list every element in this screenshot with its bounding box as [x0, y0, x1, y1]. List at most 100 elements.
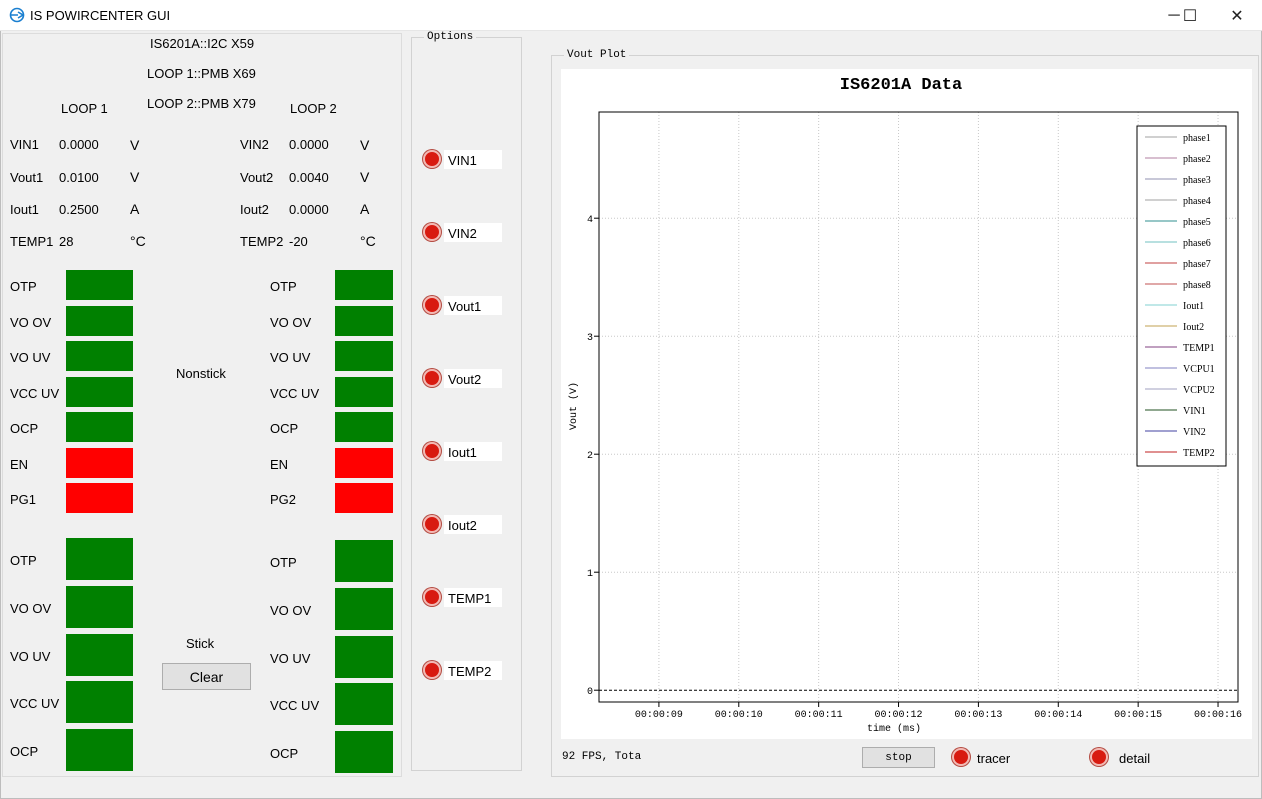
reading-value: 0.0100 [59, 170, 99, 185]
reading-unit: °C [360, 233, 376, 249]
option-label: Iout1 [448, 445, 477, 460]
option-field [444, 150, 502, 169]
vo-uv-stick-indicator [66, 634, 133, 676]
flag-label: VO OV [10, 315, 52, 330]
ocp-stick-indicator [66, 729, 133, 771]
flag-label: VO UV [270, 651, 311, 666]
reading-unit: A [360, 201, 370, 217]
vcc-uv-stick-indicator [335, 683, 393, 725]
vo-ov-stick-indicator [66, 586, 133, 628]
flag-label: OTP [10, 279, 37, 294]
flag-label: OTP [270, 555, 297, 570]
legend-entry: VCPU1 [1183, 364, 1215, 375]
plot-title: Vout Plot [564, 49, 630, 61]
legend-entry: phase5 [1183, 217, 1211, 228]
option-label: Iout2 [448, 518, 477, 533]
legend-entry: phase7 [1183, 259, 1211, 270]
option-radio-temp2[interactable] [423, 661, 441, 679]
option-radio-iout2[interactable] [423, 515, 441, 533]
x-tick-label: 00:00:16 [1194, 710, 1242, 721]
otp-indicator [66, 270, 133, 300]
y-tick-label: 4 [587, 215, 593, 226]
en-indicator [335, 448, 393, 478]
x-tick-label: 00:00:11 [795, 710, 843, 721]
clear-button[interactable]: Clear [162, 663, 251, 690]
option-label: Vout1 [448, 299, 482, 314]
flag-label: EN [270, 457, 289, 472]
nonstick-label: Nonstick [176, 366, 226, 381]
status-text: 92 FPS, Tota [562, 751, 642, 763]
pg1-indicator [66, 483, 133, 513]
y-tick-label: 1 [587, 569, 593, 580]
option-radio-vout2[interactable] [423, 369, 441, 387]
ocp-indicator [66, 412, 133, 442]
detail-radio[interactable] [1090, 748, 1108, 766]
chart-title: IS6201A Data [840, 76, 962, 95]
reading-label: Iout2 [240, 202, 269, 217]
flag-label: VO OV [270, 603, 312, 618]
legend-entry: phase4 [1183, 196, 1211, 207]
option-radio-vout1[interactable] [423, 296, 441, 314]
option-radio-temp1[interactable] [423, 588, 441, 606]
flag-label: OCP [10, 744, 39, 759]
x-axis-label: time (ms) [867, 723, 921, 735]
vcc-uv-indicator [335, 377, 393, 407]
loop2-info: LOOP 2::PMB X79 [147, 96, 256, 111]
x-tick-label: 00:00:09 [635, 710, 683, 721]
reading-unit: A [130, 201, 140, 217]
vo-ov-stick-indicator [335, 588, 393, 630]
flag-label: EN [10, 457, 29, 472]
reading-label: Vout1 [10, 170, 44, 185]
flag-label: VCC UV [270, 698, 320, 713]
pg2-indicator [335, 483, 393, 513]
flag-label: OTP [270, 279, 297, 294]
maximize-button[interactable]: ☐ [1182, 7, 1198, 25]
legend-entry: VCPU2 [1183, 385, 1215, 396]
detail-label: detail [1119, 751, 1151, 766]
flag-label: VO OV [270, 315, 312, 330]
legend-entry: TEMP1 [1183, 343, 1215, 354]
legend-entry: TEMP2 [1183, 448, 1215, 459]
flag-label: OCP [270, 746, 299, 761]
option-label: VIN1 [448, 153, 477, 168]
flag-label: OTP [10, 553, 37, 568]
otp-stick-indicator [335, 540, 393, 582]
legend-entry: phase2 [1183, 154, 1211, 165]
x-tick-label: 00:00:14 [1034, 710, 1082, 721]
vcc-uv-stick-indicator [66, 681, 133, 723]
reading-unit: V [360, 169, 370, 185]
reading-unit: °C [130, 233, 146, 249]
legend-box [1136, 125, 1227, 467]
reading-unit: V [130, 137, 140, 153]
stop-button[interactable]: stop [862, 747, 935, 768]
y-axis-label: Vout (V) [568, 382, 580, 430]
vo-uv-indicator [335, 341, 393, 371]
minimize-button[interactable]: ─ [1168, 6, 1180, 24]
option-label: Vout2 [448, 372, 482, 387]
tracer-radio[interactable] [952, 748, 970, 766]
flag-label: OCP [270, 421, 299, 436]
tracer-label: tracer [977, 751, 1011, 766]
close-button[interactable]: ✕ [1230, 7, 1244, 25]
option-radio-iout1[interactable] [423, 442, 441, 460]
flag-label: VO OV [10, 601, 52, 616]
flag-label: VCC UV [270, 386, 320, 401]
reading-label: TEMP1 [10, 234, 54, 249]
flag-label: PG1 [10, 492, 37, 507]
option-radio-vin1[interactable] [423, 150, 441, 168]
y-tick-label: 3 [587, 333, 593, 344]
option-field [444, 515, 502, 534]
reading-value: 0.0000 [59, 137, 99, 152]
flag-label: VO UV [10, 350, 51, 365]
vout-chart[interactable]: IS6201A Data 00:00:09 00:00:10 00:00:11 00:… [561, 69, 1252, 739]
status-panel [2, 33, 402, 777]
loop2-title: LOOP 2 [290, 101, 337, 116]
legend-entry: VIN1 [1183, 406, 1206, 417]
en-indicator [66, 448, 133, 478]
option-radio-vin2[interactable] [423, 223, 441, 241]
reading-label: VIN1 [10, 137, 39, 152]
legend-entry: phase8 [1183, 280, 1211, 291]
reading-label: VIN2 [240, 137, 269, 152]
vo-uv-stick-indicator [335, 636, 393, 678]
reading-value: 0.0040 [289, 170, 329, 185]
